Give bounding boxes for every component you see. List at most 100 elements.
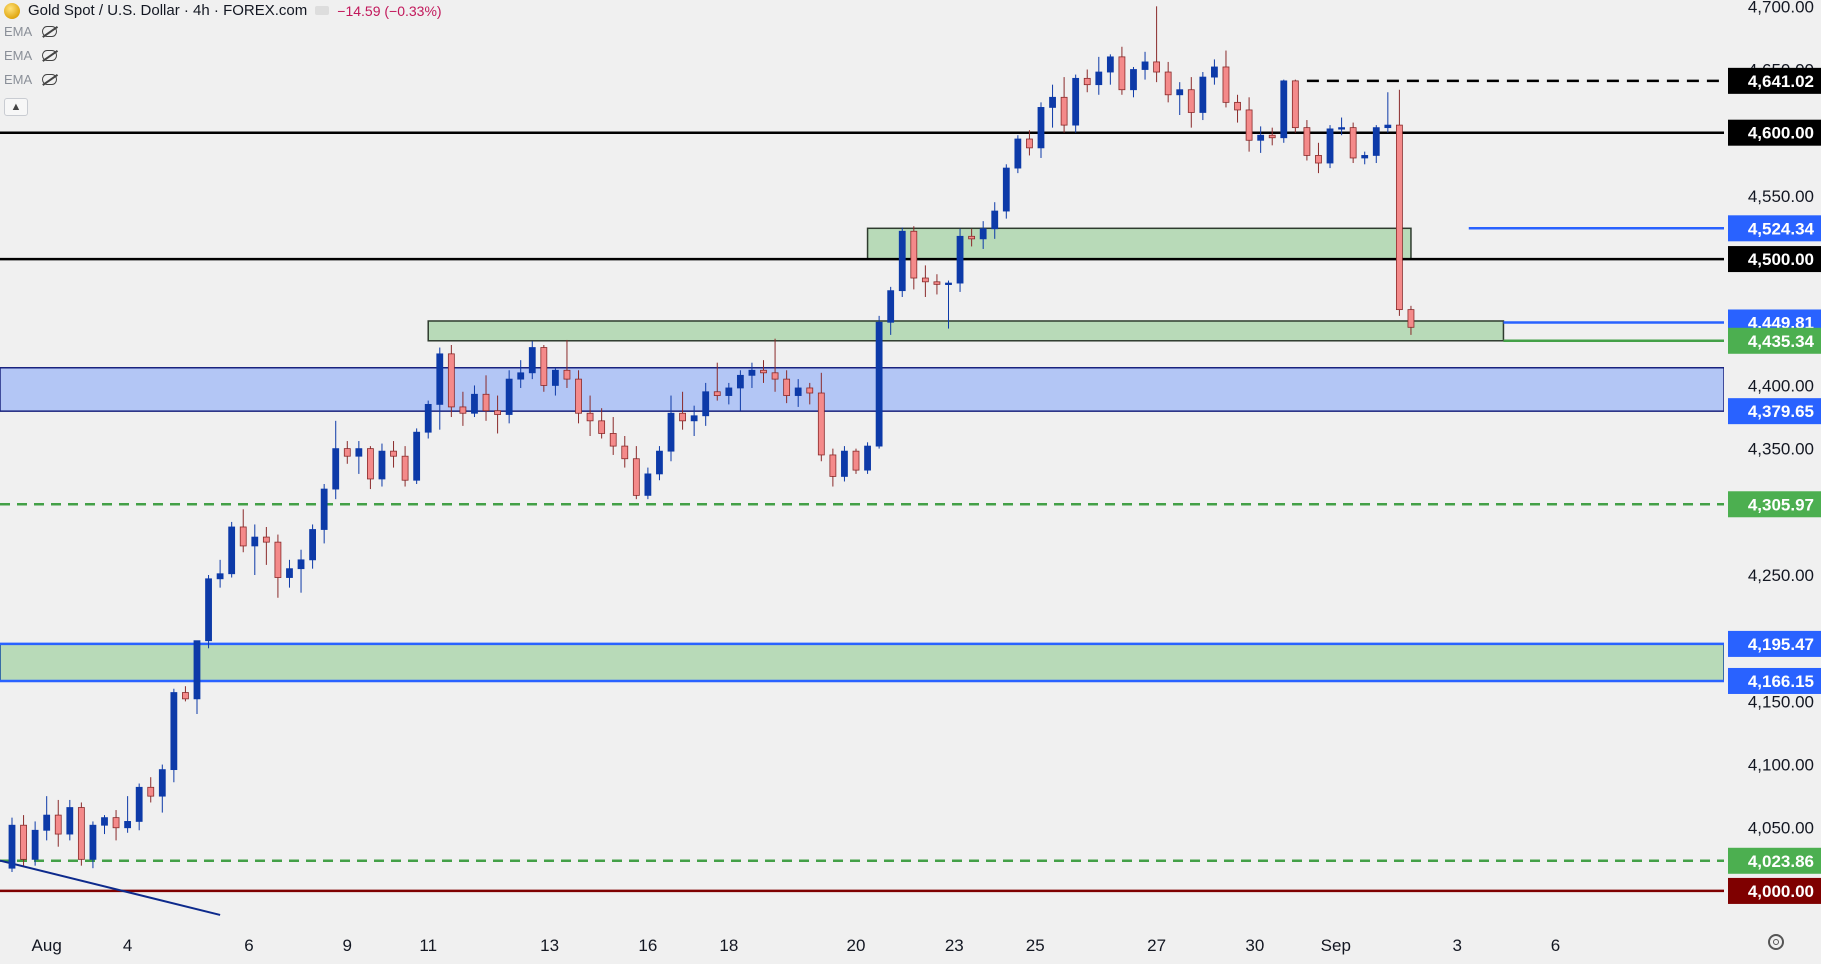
price-badge bbox=[1728, 327, 1821, 354]
candle-body bbox=[575, 378, 582, 414]
price-badge bbox=[1728, 246, 1821, 273]
time-tick-label: 18 bbox=[719, 936, 738, 955]
zone-rect bbox=[866, 227, 1412, 260]
candle-body bbox=[887, 290, 895, 323]
candle-body bbox=[1338, 127, 1345, 130]
candle-body bbox=[979, 228, 987, 240]
candle-body bbox=[401, 455, 409, 481]
price-axis-bg bbox=[1724, 0, 1821, 964]
symbol-title: Gold Spot / U.S. Dollar · 4h · FOREX.com bbox=[28, 2, 308, 19]
candle-body bbox=[1060, 96, 1068, 126]
candle-body bbox=[1199, 76, 1207, 113]
candle-body bbox=[956, 235, 964, 284]
price-badge-label: 4,195.47 bbox=[1748, 635, 1814, 654]
price-tick-label: 4,100.00 bbox=[1748, 756, 1814, 775]
candle-body bbox=[551, 369, 559, 386]
candle-body bbox=[1245, 109, 1253, 141]
candle-body bbox=[644, 473, 652, 496]
candle-body bbox=[921, 277, 929, 283]
eye-hidden-icon[interactable] bbox=[42, 74, 58, 85]
candle-body bbox=[1153, 61, 1161, 73]
candle-body bbox=[1141, 61, 1149, 70]
candle-body bbox=[540, 347, 548, 386]
candle-body bbox=[968, 235, 976, 240]
candle-body bbox=[343, 448, 351, 457]
price-badge bbox=[1728, 847, 1821, 874]
candle-body bbox=[1349, 127, 1357, 159]
candle-body bbox=[77, 807, 85, 860]
candle-body bbox=[262, 536, 270, 543]
candle-body bbox=[875, 321, 883, 447]
candle-body bbox=[447, 353, 455, 408]
price-badge bbox=[1728, 398, 1821, 425]
candle-body bbox=[817, 392, 825, 456]
indicator-row[interactable]: EMA bbox=[4, 24, 58, 39]
price-badge bbox=[1728, 67, 1821, 94]
candle-body bbox=[713, 391, 721, 396]
price-badge-label: 4,166.15 bbox=[1748, 672, 1814, 691]
candle-body bbox=[806, 387, 814, 394]
settings-icon[interactable] bbox=[1768, 934, 1784, 950]
time-tick-label: 6 bbox=[1551, 936, 1560, 955]
candle-body bbox=[54, 814, 62, 835]
candle-body bbox=[598, 420, 606, 434]
indicator-label: EMA bbox=[4, 24, 33, 39]
candle-body bbox=[1361, 155, 1369, 159]
price-tick-label: 4,550.00 bbox=[1748, 187, 1814, 206]
time-tick-label: Aug bbox=[32, 936, 62, 955]
candle-body bbox=[251, 536, 259, 547]
candle-body bbox=[760, 369, 767, 374]
candle-body bbox=[1106, 56, 1114, 73]
candle-body bbox=[1095, 71, 1103, 86]
candle-body bbox=[205, 578, 212, 642]
candle-body bbox=[1234, 101, 1241, 111]
price-tick-label: 4,350.00 bbox=[1748, 440, 1814, 459]
candle-body bbox=[1222, 66, 1230, 103]
zone-rect bbox=[0, 366, 1725, 412]
candle-body bbox=[1002, 167, 1010, 212]
time-axis[interactable]: Aug 4 6 9 11 13 16 18 20 23 25 27 30 Sep 3 6 bbox=[32, 936, 1561, 955]
price-badge-label: 4,023.86 bbox=[1748, 852, 1814, 871]
candle-body bbox=[1118, 56, 1126, 91]
time-tick-label: 4 bbox=[123, 936, 132, 955]
candle-body bbox=[424, 403, 432, 433]
candle-body bbox=[1407, 309, 1415, 328]
candle-body bbox=[1072, 77, 1080, 126]
candle-body bbox=[1372, 127, 1380, 156]
symbol-legend[interactable]: Gold Spot / U.S. Dollar · 4h · FOREX.com… bbox=[4, 2, 442, 19]
candle-body bbox=[1049, 96, 1056, 108]
price-badge-label: 4,000.00 bbox=[1748, 882, 1814, 901]
candle-body bbox=[933, 281, 941, 285]
candle-body bbox=[656, 450, 663, 475]
eye-hidden-icon[interactable] bbox=[42, 50, 58, 61]
indicator-row[interactable]: EMA bbox=[4, 48, 58, 63]
price-badge-label: 4,600.00 bbox=[1748, 124, 1814, 143]
trendline bbox=[0, 859, 221, 916]
candle-body bbox=[1014, 138, 1022, 169]
price-badge bbox=[1728, 215, 1821, 242]
candle-body bbox=[170, 692, 178, 771]
candle-body bbox=[89, 824, 97, 860]
zone-rect bbox=[427, 320, 1505, 342]
candle-body bbox=[147, 786, 155, 797]
collapse-legend-button[interactable]: ▲ bbox=[4, 98, 28, 116]
candle-body bbox=[1268, 134, 1276, 139]
candle-body bbox=[725, 387, 733, 396]
candle-body bbox=[216, 573, 224, 580]
candle-body bbox=[355, 448, 363, 457]
candle-body bbox=[112, 817, 120, 829]
candle-body bbox=[1211, 66, 1218, 78]
time-tick-label: 23 bbox=[945, 936, 964, 955]
price-badge-label: 4,524.34 bbox=[1748, 219, 1815, 238]
candle-body bbox=[1395, 124, 1403, 311]
candle-body bbox=[309, 529, 317, 561]
candle-body bbox=[528, 347, 536, 374]
eye-hidden-icon[interactable] bbox=[42, 26, 58, 37]
indicator-row[interactable]: EMA bbox=[4, 72, 58, 87]
price-badge-label: 4,305.97 bbox=[1748, 495, 1814, 514]
price-badges-layer: 4,641.02 4,600.00 4,524.34 4,500.00 4,449.81… bbox=[1728, 67, 1821, 904]
candle-body bbox=[748, 369, 756, 376]
price-badge bbox=[1728, 491, 1821, 518]
